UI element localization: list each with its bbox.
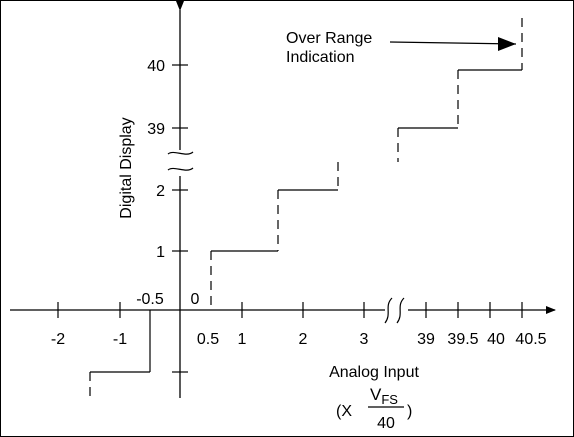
unit-denominator: 40 [377, 415, 395, 432]
x-tick-label: 40 [487, 331, 505, 348]
y-ticks [172, 64, 188, 373]
unit-suffix: ) [407, 403, 412, 420]
y-tick-label: 39 [147, 121, 165, 138]
annotation-line1: Over Range [286, 30, 372, 47]
annotation-line2: Indication [286, 49, 355, 66]
unit-numerator: VFS [370, 385, 398, 407]
over-range-arrowhead [498, 37, 516, 51]
y-tick-label: 0 [191, 291, 200, 308]
x-tick-label: 3 [360, 331, 369, 348]
unit-prefix: (X [336, 403, 352, 420]
x-axis-break-mark [384, 297, 405, 324]
transfer-staircase [89, 18, 523, 400]
x-tick-label: -2 [51, 331, 65, 348]
x-tick-label: 39 [417, 331, 435, 348]
x-tick-label: -1 [113, 331, 127, 348]
y-tick-label: 40 [147, 58, 165, 75]
x-tick-label: 0.5 [197, 331, 219, 348]
x-axis-unit: (X VFS 40 ) [336, 385, 412, 432]
x-tick-label: 39.5 [447, 331, 478, 348]
over-range-arrow [389, 41, 517, 45]
x-tick-label: -0.5 [136, 291, 164, 308]
x-ticks [57, 302, 523, 318]
x-tick-label: 1 [238, 331, 247, 348]
x-tick-label: 40.5 [515, 331, 546, 348]
y-axis-label: Digital Display [118, 117, 135, 218]
x-tick-label: 2 [299, 331, 308, 348]
x-axis-label: Analog Input [329, 364, 419, 381]
y-tick-label: 2 [156, 183, 165, 200]
y-tick-label: 1 [156, 244, 165, 261]
y-axis-break-mark [167, 151, 194, 171]
